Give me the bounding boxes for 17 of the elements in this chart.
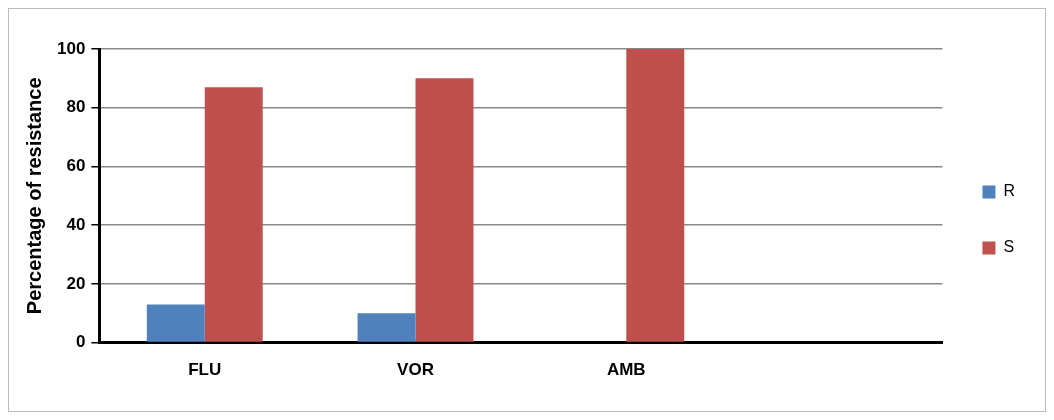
x-tick-label: AMB	[606, 360, 646, 380]
bar	[626, 49, 685, 342]
y-tick-label: 60	[66, 156, 86, 176]
bar	[415, 78, 474, 342]
y-tick-label: 20	[66, 273, 86, 293]
bar	[146, 304, 205, 342]
bar	[204, 87, 263, 342]
legend-label: S	[1003, 238, 1015, 256]
x-tick-label: VOR	[397, 360, 434, 380]
y-tick-label: 40	[66, 214, 86, 234]
y-tick-label: 0	[75, 332, 86, 352]
legend-label: R	[1003, 182, 1016, 200]
y-tick-label: 100	[56, 38, 86, 58]
x-tick-label: FLU	[188, 360, 222, 380]
y-tick-label: 80	[66, 97, 86, 117]
bar	[357, 313, 416, 342]
y-axis-title: Percentage of resistance	[22, 77, 45, 315]
